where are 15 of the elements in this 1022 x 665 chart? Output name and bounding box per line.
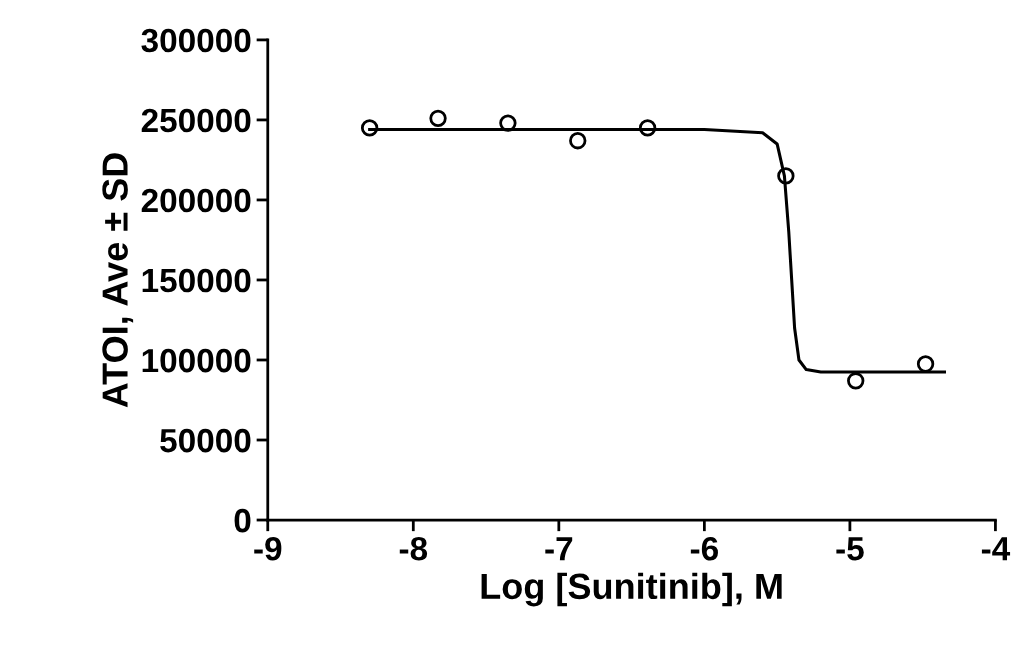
- x-tick-label: -7: [545, 537, 573, 561]
- x-tick-label: -9: [254, 536, 282, 561]
- y-tick-label: 100000: [142, 348, 251, 373]
- y-tick-label: 150000: [142, 268, 251, 293]
- y-axis-title: ATOI, Ave ± SD: [102, 153, 134, 408]
- y-tick-label: 50000: [160, 428, 251, 453]
- y-tick-label: 300000: [141, 28, 251, 53]
- y-tick-label: 200000: [141, 188, 251, 213]
- x-tick-label: -6: [690, 536, 718, 561]
- x-tick-label: -4: [981, 537, 1011, 561]
- x-tick-label: -8: [399, 536, 428, 561]
- x-axis-title: Log [Sunitinib], M: [481, 572, 782, 607]
- y-tick-label: 250000: [141, 108, 251, 133]
- y-tick-label: 0: [234, 508, 251, 533]
- x-tick-label: -5: [836, 537, 864, 561]
